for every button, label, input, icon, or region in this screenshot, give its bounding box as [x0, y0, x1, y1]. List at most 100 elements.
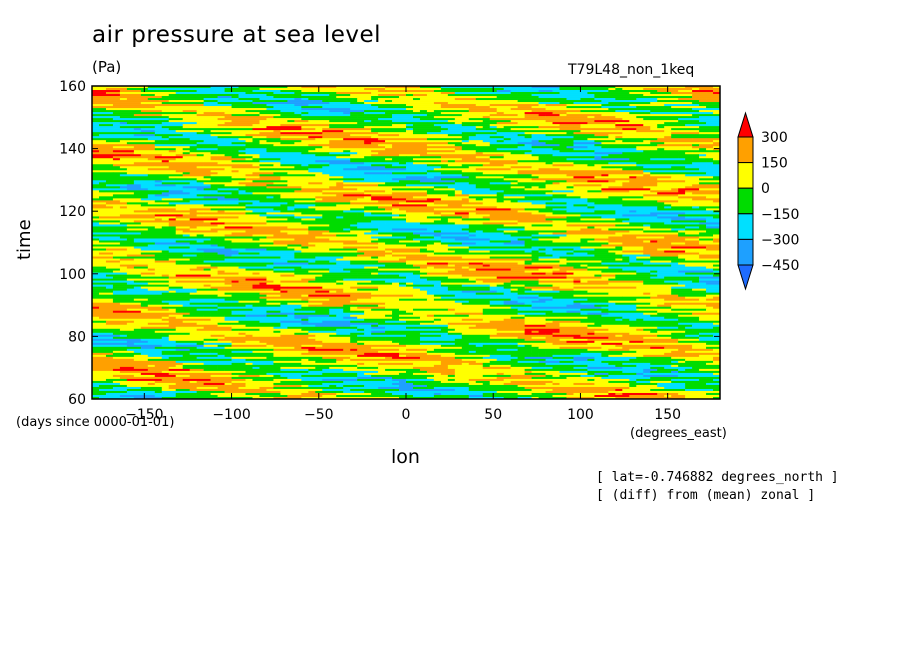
heatmap-cell — [217, 236, 239, 239]
heatmap-cell — [175, 360, 211, 364]
heatmap-cell — [92, 364, 107, 368]
heatmap-cell — [133, 152, 149, 155]
heatmap-cell — [657, 132, 672, 135]
heatmap-cell — [301, 354, 323, 358]
heatmap-cell — [98, 396, 135, 400]
heatmap-cell — [496, 276, 532, 279]
heatmap-cell — [357, 240, 372, 243]
heatmap-cell — [608, 304, 637, 308]
heatmap-cell — [378, 226, 400, 229]
heatmap-cell — [517, 356, 525, 360]
heatmap-cell — [496, 372, 504, 376]
heatmap-cell — [559, 290, 574, 293]
heatmap-cell — [412, 144, 421, 147]
heatmap-cell — [301, 328, 323, 332]
heatmap-cell — [266, 372, 288, 376]
heatmap-cell — [92, 392, 107, 396]
heatmap-cell — [650, 186, 679, 189]
heatmap-cell — [657, 192, 686, 195]
heatmap-cell — [412, 158, 435, 161]
heatmap-cell — [468, 270, 504, 273]
heatmap-cell — [399, 194, 428, 197]
heatmap-cell — [364, 296, 372, 299]
heatmap-cell — [336, 184, 358, 187]
heatmap-cell — [371, 290, 393, 293]
heatmap-cell — [468, 140, 484, 143]
heatmap-cell — [650, 380, 672, 384]
heatmap-cell — [189, 212, 204, 215]
heatmap-cell — [657, 382, 686, 386]
heatmap-cell — [217, 308, 232, 312]
heatmap-cell — [685, 238, 700, 241]
heatmap-cell — [161, 324, 170, 328]
heatmap-cell — [210, 156, 232, 159]
heatmap-cell — [147, 368, 163, 372]
heatmap-cell — [343, 210, 365, 213]
heatmap-cell — [112, 124, 149, 127]
heatmap-cell — [350, 174, 365, 177]
heatmap-cell — [447, 164, 463, 167]
heatmap-cell — [343, 148, 365, 151]
heatmap-cell — [699, 342, 707, 346]
heatmap-cell — [280, 178, 295, 181]
heatmap-cell — [622, 350, 637, 354]
heatmap-cell — [371, 154, 400, 157]
heatmap-cell — [203, 208, 211, 211]
heatmap-cell — [636, 270, 651, 273]
heatmap-cell — [224, 214, 260, 217]
heatmap-cell — [454, 144, 477, 147]
heatmap-cell — [482, 310, 518, 314]
heatmap-cell — [154, 330, 177, 334]
heatmap-cell — [454, 174, 463, 177]
heatmap-cell — [203, 120, 232, 123]
heatmap-cell — [545, 108, 574, 111]
heatmap-cell — [294, 112, 302, 115]
heatmap-cell — [350, 332, 365, 336]
heatmap-cell — [203, 102, 218, 105]
heatmap-cell — [615, 284, 630, 287]
heatmap-cell — [112, 306, 135, 310]
heatmap-cell — [357, 222, 386, 225]
heatmap-cell — [224, 154, 239, 157]
heatmap-cell — [531, 366, 546, 370]
heatmap-cell — [252, 240, 274, 243]
heatmap-cell — [392, 178, 421, 181]
heatmap-cell — [245, 204, 281, 207]
heatmap-cell — [412, 328, 442, 332]
heatmap-cell — [105, 92, 121, 95]
heatmap-cell — [615, 274, 630, 277]
heatmap-cell — [489, 190, 504, 193]
heatmap-cell — [92, 160, 128, 163]
heatmap-cell — [245, 362, 253, 366]
heatmap-cell — [315, 108, 323, 111]
heatmap-cell — [308, 98, 344, 101]
heatmap-cell — [92, 210, 107, 213]
heatmap-cell — [608, 88, 616, 91]
heatmap-cell — [294, 156, 330, 159]
heatmap-cell — [517, 378, 553, 382]
heatmap-cell — [308, 316, 344, 320]
heatmap-cell — [252, 202, 288, 205]
heatmap-cell — [287, 246, 302, 249]
heatmap-cell — [266, 312, 295, 316]
heatmap-cell — [482, 222, 518, 225]
heatmap-cell — [524, 320, 539, 324]
heatmap-cell — [650, 264, 672, 267]
heatmap-cell — [92, 154, 114, 157]
heatmap-cell — [371, 292, 393, 295]
heatmap-cell — [92, 162, 107, 165]
heatmap-cell — [231, 104, 267, 107]
heatmap-cell — [385, 104, 407, 107]
heatmap-cell — [210, 130, 239, 133]
heatmap-cell — [322, 214, 358, 217]
heatmap-cell — [287, 128, 302, 131]
heatmap-cell — [371, 136, 379, 139]
heatmap-cell — [573, 288, 602, 291]
heatmap-cell — [231, 326, 260, 330]
heatmap-cell — [126, 88, 149, 91]
heatmap-cell — [406, 162, 414, 165]
heatmap-cell — [580, 124, 616, 127]
heatmap-cell — [552, 224, 567, 227]
heatmap-cell — [350, 370, 379, 374]
heatmap-cell — [706, 288, 721, 291]
